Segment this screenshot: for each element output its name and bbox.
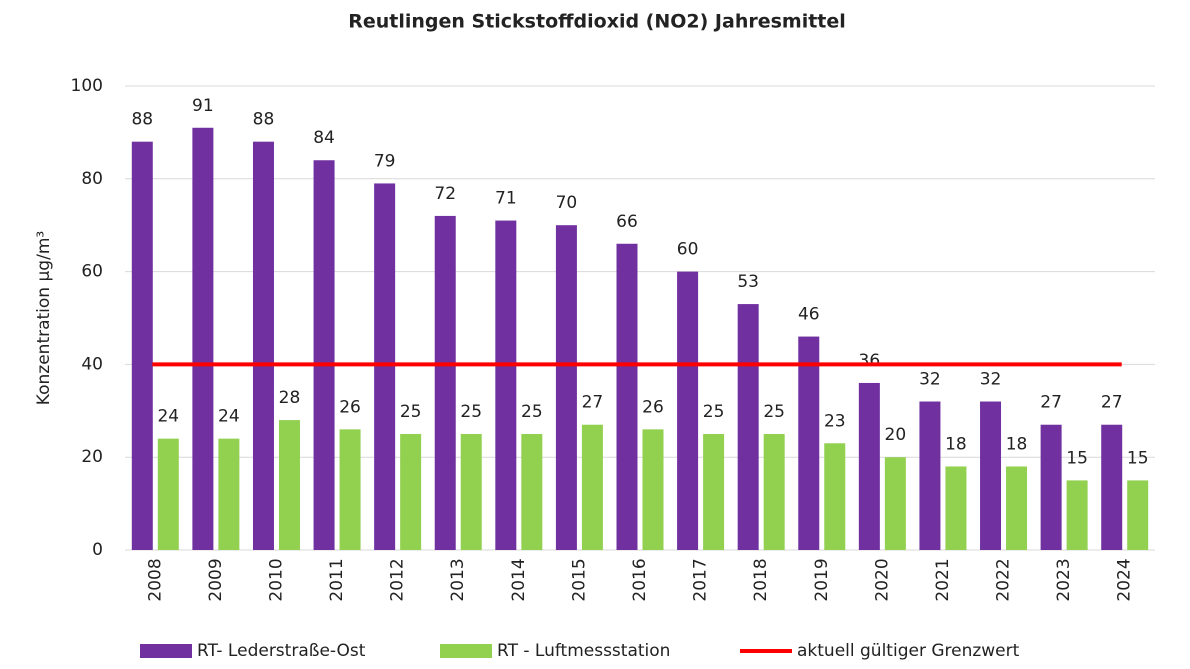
bar bbox=[677, 271, 699, 550]
data-label: 18 bbox=[1006, 434, 1028, 454]
data-label: 88 bbox=[253, 110, 275, 130]
bar bbox=[192, 127, 214, 550]
legend-swatch bbox=[440, 644, 492, 658]
bar bbox=[339, 429, 361, 550]
bar bbox=[703, 434, 725, 550]
data-label: 46 bbox=[798, 305, 820, 325]
bar bbox=[460, 434, 482, 550]
data-label: 27 bbox=[582, 393, 604, 413]
data-label: 36 bbox=[859, 351, 881, 371]
x-tick-label: 2023 bbox=[1054, 558, 1074, 601]
bar bbox=[252, 141, 274, 550]
x-tick-label: 2021 bbox=[933, 558, 953, 601]
data-label: 66 bbox=[616, 212, 638, 232]
bar bbox=[798, 336, 820, 550]
bar bbox=[1066, 480, 1088, 550]
bar bbox=[1101, 424, 1123, 550]
data-label: 15 bbox=[1127, 448, 1149, 468]
data-label: 71 bbox=[495, 189, 517, 209]
data-label: 72 bbox=[434, 184, 456, 204]
y-tick-label: 20 bbox=[81, 447, 103, 467]
data-label: 23 bbox=[824, 411, 846, 431]
x-tick-label: 2018 bbox=[751, 558, 771, 601]
x-tick-label: 2022 bbox=[994, 558, 1014, 601]
x-tick-label: 2009 bbox=[206, 558, 226, 601]
data-label: 91 bbox=[192, 96, 214, 116]
legend-label: aktuell gültiger Grenzwert bbox=[797, 641, 1020, 661]
x-tick-label: 2024 bbox=[1115, 558, 1135, 601]
legend-label: RT - Luftmessstation bbox=[497, 641, 670, 661]
data-label: 79 bbox=[374, 151, 396, 171]
bar bbox=[1040, 424, 1062, 550]
data-label: 24 bbox=[218, 407, 240, 427]
x-tick-label: 2011 bbox=[327, 558, 347, 601]
legend-swatch bbox=[140, 644, 192, 658]
bar bbox=[1127, 480, 1149, 550]
bar bbox=[131, 141, 153, 550]
x-tick-label: 2013 bbox=[448, 558, 468, 601]
x-tick-label: 2020 bbox=[872, 558, 892, 601]
data-label: 20 bbox=[885, 425, 907, 445]
bar bbox=[495, 220, 517, 550]
bar bbox=[980, 401, 1002, 550]
bar bbox=[858, 382, 880, 550]
chart-title: Reutlingen Stickstoffdioxid (NO2) Jahres… bbox=[348, 11, 846, 33]
data-label: 25 bbox=[521, 402, 543, 422]
y-axis-label: Konzentration µg/m³ bbox=[34, 231, 54, 405]
bar bbox=[642, 429, 664, 550]
bar bbox=[824, 443, 846, 550]
bar bbox=[374, 183, 396, 550]
data-label: 25 bbox=[400, 402, 422, 422]
bar bbox=[945, 466, 967, 550]
data-label: 26 bbox=[642, 397, 664, 417]
y-tick-label: 40 bbox=[81, 354, 103, 374]
bar bbox=[616, 243, 638, 550]
bar bbox=[313, 160, 335, 551]
data-label: 26 bbox=[339, 397, 361, 417]
bar bbox=[581, 424, 603, 550]
data-label: 84 bbox=[313, 128, 335, 148]
bar bbox=[400, 434, 422, 550]
data-label: 15 bbox=[1066, 448, 1088, 468]
bar bbox=[278, 420, 300, 550]
data-label: 25 bbox=[703, 402, 725, 422]
data-label: 27 bbox=[1101, 393, 1123, 413]
legend-label: RT- Lederstraße-Ost bbox=[197, 641, 366, 661]
bar bbox=[1006, 466, 1028, 550]
data-label: 88 bbox=[131, 110, 153, 130]
x-tick-label: 2008 bbox=[145, 558, 165, 601]
data-label: 27 bbox=[1040, 393, 1062, 413]
bar bbox=[434, 215, 456, 551]
y-tick-label: 60 bbox=[81, 262, 103, 282]
bar bbox=[555, 225, 577, 550]
y-tick-label: 80 bbox=[81, 169, 103, 189]
data-label: 18 bbox=[945, 434, 967, 454]
bar bbox=[737, 304, 759, 550]
x-tick-label: 2014 bbox=[509, 558, 529, 601]
bar bbox=[884, 457, 906, 550]
data-label: 24 bbox=[157, 407, 179, 427]
data-label: 53 bbox=[737, 272, 759, 292]
data-label: 60 bbox=[677, 240, 699, 260]
y-tick-label: 100 bbox=[71, 76, 103, 96]
x-tick-label: 2012 bbox=[388, 558, 408, 601]
data-label: 32 bbox=[919, 370, 941, 390]
y-tick-label: 0 bbox=[92, 540, 103, 560]
bar bbox=[157, 438, 179, 550]
bar bbox=[763, 434, 785, 550]
x-tick-label: 2010 bbox=[266, 558, 286, 601]
x-tick-label: 2017 bbox=[691, 558, 711, 601]
x-tick-label: 2016 bbox=[630, 558, 650, 601]
data-label: 25 bbox=[763, 402, 785, 422]
bar bbox=[919, 401, 941, 550]
data-label: 70 bbox=[556, 193, 578, 213]
data-label: 28 bbox=[279, 388, 301, 408]
x-tick-label: 2019 bbox=[812, 558, 832, 601]
data-label: 32 bbox=[980, 370, 1002, 390]
bar bbox=[521, 434, 543, 550]
bar bbox=[218, 438, 240, 550]
x-tick-label: 2015 bbox=[569, 558, 589, 601]
data-label: 25 bbox=[460, 402, 482, 422]
